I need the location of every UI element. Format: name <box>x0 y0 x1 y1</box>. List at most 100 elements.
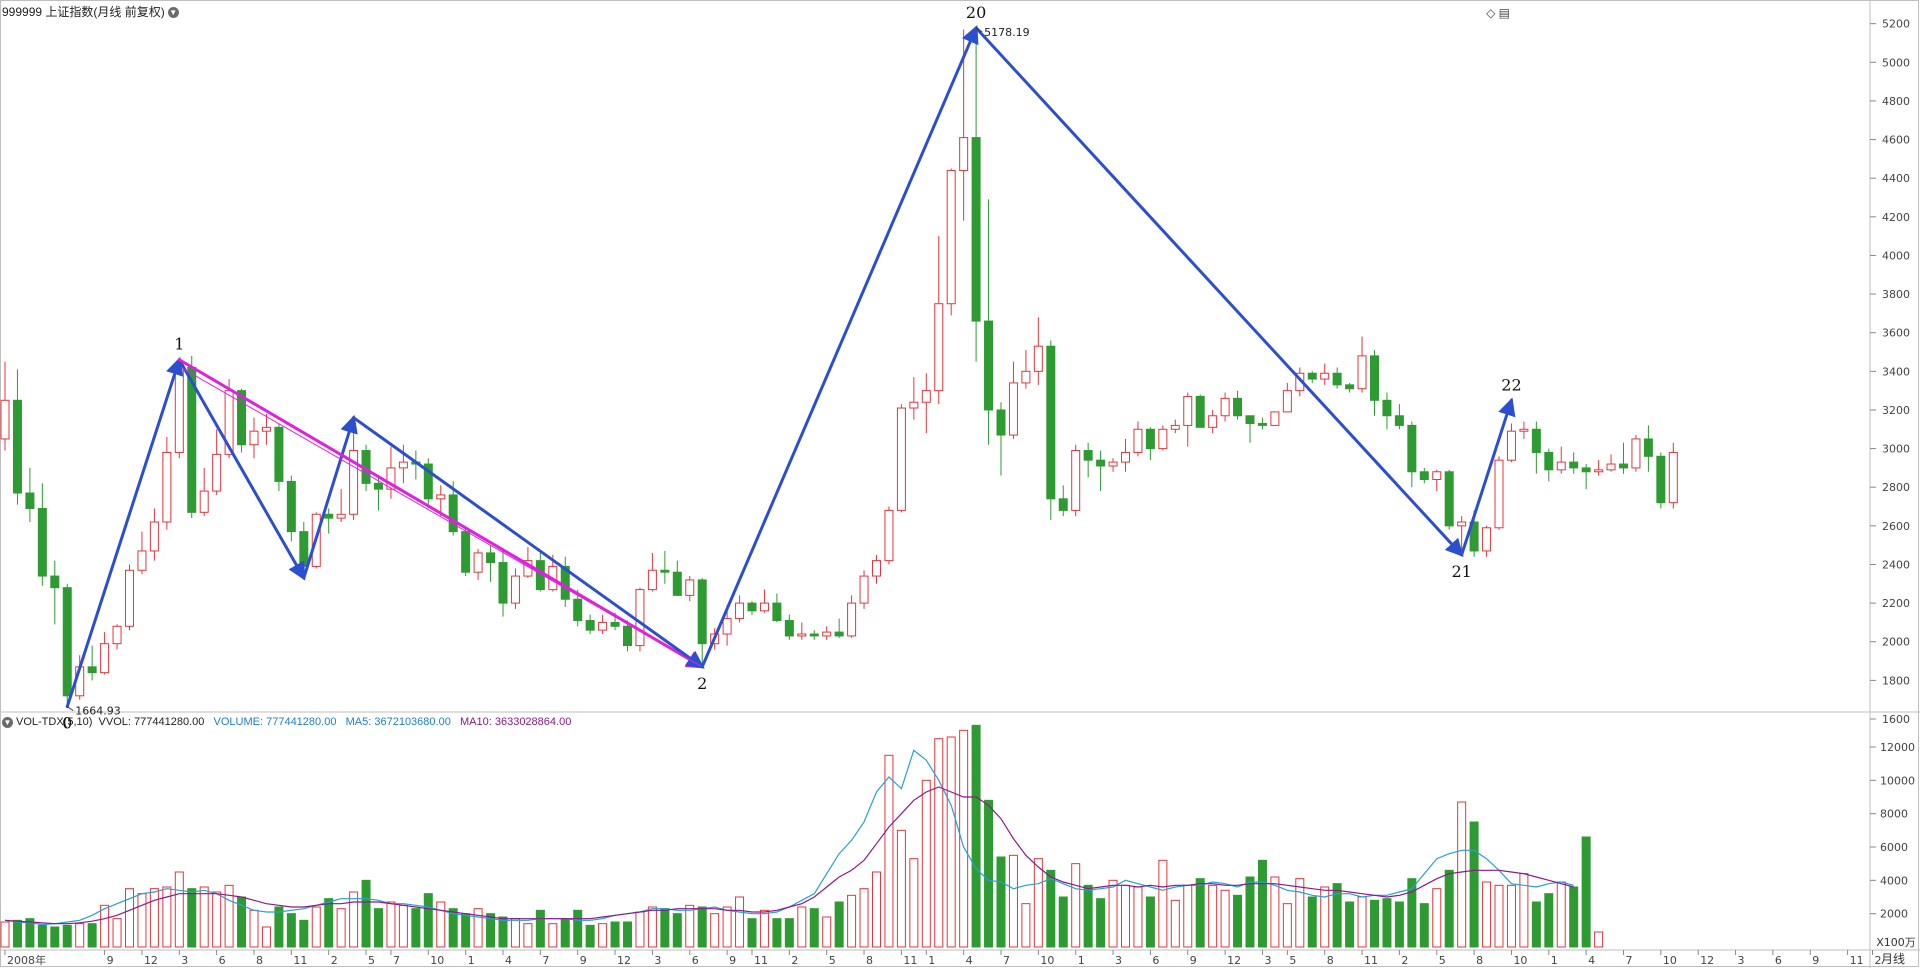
volume-bar-down <box>560 918 570 948</box>
candle-down <box>286 480 296 533</box>
volume-bar-down <box>573 909 583 948</box>
candle-up <box>1183 395 1193 426</box>
time-axis: 2008年 9 12 3 6 8 11 2 5 7 10 1 4 7 9 12 3 6 9 11 2 5 8 11 1 4 7 10 1… <box>4 950 1882 967</box>
volume-bar-down <box>1531 901 1541 948</box>
volume-bar-up <box>847 894 857 948</box>
volume-bar-up <box>1556 881 1566 948</box>
volume-bar-down <box>535 909 545 948</box>
candle-up <box>934 303 944 392</box>
candle-up <box>336 513 346 519</box>
volume-bar-up <box>398 904 408 948</box>
candle-up <box>1158 428 1168 450</box>
volume-bar-up <box>959 729 969 948</box>
candle-down <box>1656 455 1666 504</box>
menu-icon[interactable]: ▤ <box>1498 6 1510 20</box>
volume-bar-up <box>249 909 259 948</box>
candle-up <box>1320 372 1330 380</box>
volume-bar-up <box>473 908 483 948</box>
candle-up <box>1282 390 1292 413</box>
value-label: 5178.19 <box>984 26 1030 39</box>
candle-down <box>1145 428 1155 450</box>
volume-bar-down <box>1382 898 1392 948</box>
diamond-icon[interactable]: ◇ <box>1486 6 1496 20</box>
wave-line <box>974 26 1464 558</box>
price-tick-label: 1800 <box>1882 674 1910 687</box>
candle-down <box>498 562 508 604</box>
candle-down <box>1407 424 1417 473</box>
candle-up <box>1071 450 1081 511</box>
volume-bar-down <box>286 913 296 948</box>
time-tick-label: 8 <box>256 954 263 967</box>
candle-down <box>1394 415 1404 426</box>
volume-bar-up <box>137 893 147 948</box>
time-tick-label: 6 <box>1152 954 1159 967</box>
candle-up <box>797 633 807 637</box>
candle-up <box>125 569 134 627</box>
time-tick-label: 6 <box>692 954 699 967</box>
volume-bar-down <box>1046 869 1056 948</box>
candle-down <box>573 598 583 621</box>
volume-bar-down <box>498 916 508 948</box>
volume-bar-down <box>411 908 421 948</box>
volume-bar-up <box>100 904 110 948</box>
time-tick-label: 7 <box>1626 954 1633 967</box>
time-tick-label: 2 <box>331 954 338 967</box>
volume-bar-up <box>1457 801 1467 948</box>
volume-bar-up <box>336 908 346 948</box>
volume-bar-down <box>623 921 632 948</box>
volume-bar-up <box>859 888 869 948</box>
chevron-down-icon[interactable]: ▼ <box>167 7 179 19</box>
volume-bar-down <box>62 924 72 948</box>
ma5-value: MA5: 3672103680.00 <box>345 716 451 728</box>
candle-down <box>12 399 22 494</box>
candle-up <box>137 550 147 571</box>
volume-bar-up <box>1008 854 1018 948</box>
volume-bar-down <box>1394 901 1404 948</box>
candle-down <box>1195 395 1205 428</box>
candle-up <box>1121 451 1130 463</box>
candle-down <box>1058 498 1068 511</box>
volume-bar-down <box>971 724 981 948</box>
candle-down <box>1332 372 1342 386</box>
volume-bar-down <box>585 924 595 948</box>
vol-indicator-name: VOL-TDX(5,10) <box>16 716 93 728</box>
time-tick-label: 5 <box>829 954 836 967</box>
volume-bar-up <box>896 829 906 948</box>
candle-up <box>685 579 695 596</box>
volume-bar-up <box>1220 889 1230 948</box>
wave-line <box>177 358 705 669</box>
wave-line <box>65 356 184 709</box>
volume-bar-up <box>759 909 769 948</box>
volume-bar-down <box>1245 876 1255 948</box>
volume-bar-up <box>884 754 894 948</box>
volume-bar-down <box>1444 869 1454 948</box>
candle-down <box>461 531 471 573</box>
volume-bar-down <box>50 926 60 948</box>
candle-down <box>486 552 496 564</box>
candle-down <box>1345 384 1355 390</box>
volume-bar-up <box>735 896 745 948</box>
time-tick-label: 2008年 <box>7 953 46 967</box>
candle-down <box>1046 345 1056 500</box>
time-tick-label: 1 <box>928 954 935 967</box>
candle-up <box>473 552 483 573</box>
candle-up <box>921 390 931 403</box>
period-label: 月线 <box>1881 952 1905 966</box>
candle-down <box>1619 463 1628 469</box>
candle-up <box>909 401 919 409</box>
volume-bar-up <box>822 916 832 948</box>
time-tick-label: 8 <box>1327 954 1334 967</box>
chevron-down-icon[interactable]: ▼ <box>2 716 13 728</box>
candle-up <box>212 453 222 492</box>
volume-bar-up <box>647 906 657 948</box>
volume-bar-up <box>1133 886 1143 948</box>
volume-tick-label: 8000 <box>1880 808 1908 821</box>
time-tick-label: 9 <box>729 954 736 967</box>
volume-bar-up <box>635 911 645 948</box>
top-right-icons: ◇ ▤ <box>1486 6 1510 20</box>
candle-up <box>1506 430 1516 461</box>
time-tick-label: 9 <box>107 954 114 967</box>
volume-bar-up <box>523 923 533 948</box>
candle-up <box>0 399 10 440</box>
